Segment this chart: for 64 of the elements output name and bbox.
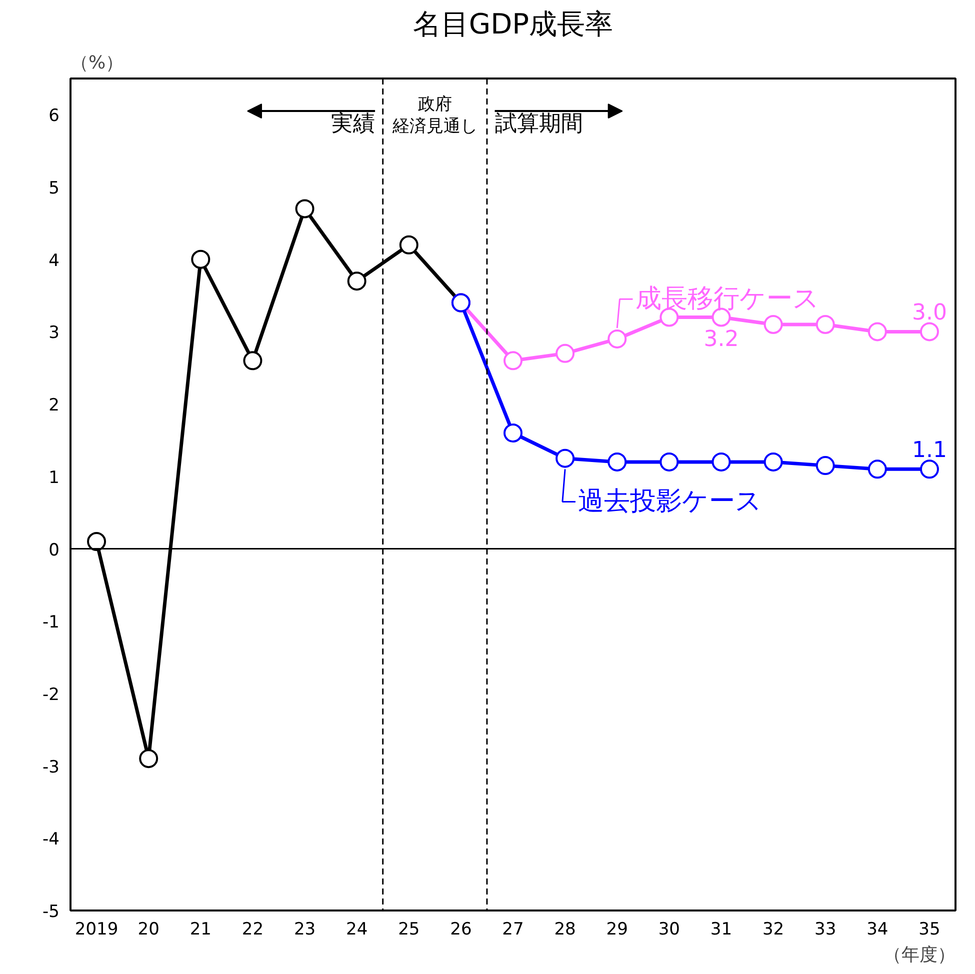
- point: [347, 272, 366, 291]
- point: [920, 322, 939, 342]
- point: [920, 460, 939, 479]
- x-tick-label: 33: [814, 920, 836, 940]
- y-axis-title: （%）: [70, 52, 124, 74]
- point: [764, 452, 783, 472]
- x-tick-label: 25: [398, 920, 420, 940]
- point: [295, 199, 314, 218]
- x-tick-label: 24: [346, 920, 368, 940]
- x-tick-label: 23: [294, 920, 316, 940]
- y-tick-label: -2: [42, 684, 60, 705]
- annotation: 試算期間: [494, 111, 583, 136]
- x-tick-label: 32: [762, 920, 784, 940]
- data-label: 3.2: [704, 327, 739, 352]
- x-tick-label: 29: [606, 920, 628, 940]
- x-tick-label: 31: [710, 920, 732, 940]
- point: [243, 351, 262, 370]
- y-tick-label: 0: [48, 540, 60, 560]
- point: [868, 460, 887, 479]
- y-tick-label: -5: [42, 902, 60, 922]
- point: [764, 315, 783, 334]
- point: [816, 456, 835, 476]
- x-tick-label: 2019: [74, 920, 118, 940]
- x-axis-title: （年度）: [884, 944, 956, 966]
- y-tick-label: 6: [48, 106, 60, 126]
- y-tick-label: 3: [48, 323, 60, 344]
- y-tick-label: -1: [42, 612, 60, 633]
- point: [868, 322, 887, 342]
- annotation: 政府: [418, 94, 452, 115]
- x-tick-label: 22: [242, 920, 264, 940]
- x-tick-label: 35: [918, 920, 940, 940]
- point: [660, 452, 679, 472]
- point: [399, 235, 418, 254]
- point: [608, 329, 627, 348]
- x-tick-label: 20: [138, 920, 160, 940]
- legend-label: 成長移行ケース: [635, 284, 820, 314]
- point: [139, 749, 158, 768]
- data-label: 3.0: [912, 300, 947, 326]
- y-tick-label: 4: [48, 250, 60, 271]
- point: [504, 351, 522, 370]
- point: [87, 532, 106, 552]
- x-tick-label: 27: [502, 920, 524, 940]
- legend-label: 過去投影ケース: [578, 486, 762, 517]
- point: [608, 452, 627, 472]
- point: [556, 344, 575, 363]
- annotation: 経済見通し: [391, 116, 478, 136]
- y-tick-label: 1: [48, 468, 60, 488]
- x-tick-label: 26: [450, 920, 472, 940]
- y-tick-label: 2: [48, 396, 60, 416]
- point: [556, 448, 575, 468]
- point: [191, 250, 210, 269]
- y-tick-label: -4: [42, 830, 60, 850]
- chart-title: 名目GDP成長率: [412, 8, 614, 40]
- x-tick-label: 21: [190, 920, 212, 940]
- y-tick-label: 5: [48, 178, 60, 199]
- data-label: 1.1: [912, 438, 947, 464]
- point: [816, 315, 835, 334]
- y-tick-label: -3: [42, 757, 60, 778]
- annotation: 実績: [331, 111, 376, 136]
- point: [712, 452, 731, 472]
- x-tick-label: 30: [658, 920, 680, 940]
- x-tick-label: 34: [866, 920, 888, 940]
- x-tick-label: 28: [554, 920, 576, 940]
- point: [504, 424, 522, 442]
